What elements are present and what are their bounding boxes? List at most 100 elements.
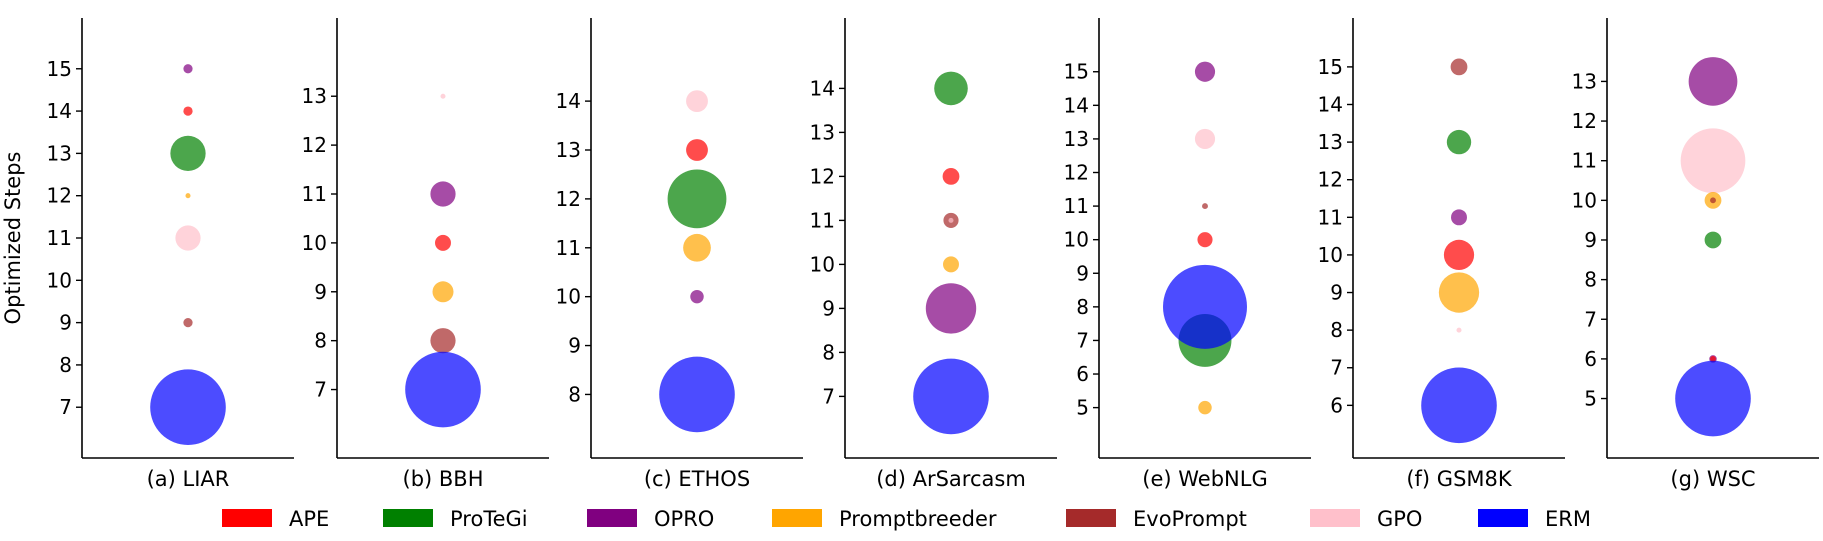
bubble-protegi — [1446, 129, 1472, 155]
bubble-erm — [1421, 367, 1497, 444]
legend-item-protegi: ProTeGi — [383, 507, 528, 531]
bubble-opro — [925, 283, 977, 334]
legend-item-promptbreeder: Promptbreeder — [772, 507, 997, 531]
y-tick-label: 9 — [568, 334, 581, 358]
bubble-opro — [690, 289, 704, 304]
y-tick-label: 15 — [1064, 60, 1089, 84]
y-tick-label: 13 — [1572, 69, 1597, 93]
y-tick-label: 13 — [47, 141, 72, 165]
bubble-erm — [659, 356, 735, 433]
y-tick-label: 12 — [1064, 161, 1089, 185]
y-tick-label: 6 — [1584, 347, 1597, 371]
y-tick-label: 10 — [302, 231, 327, 255]
y-tick-label: 6 — [1330, 393, 1343, 417]
y-tick-label: 12 — [810, 164, 835, 188]
bubble-ape — [1443, 239, 1475, 271]
bubble-gpo — [1456, 327, 1462, 333]
y-tick-label: 13 — [302, 84, 327, 108]
y-tick-label: 10 — [1318, 243, 1343, 267]
y-tick-label: 14 — [1064, 93, 1089, 117]
legend-label: ERM — [1545, 507, 1591, 531]
panel-title: (a) LIAR — [147, 467, 230, 491]
legend-label: EvoPrompt — [1133, 507, 1247, 531]
panel-title: (b) BBH — [403, 467, 484, 491]
panel-title: (g) WSC — [1670, 467, 1755, 491]
y-tick-label: 8 — [822, 340, 835, 364]
panel-title: (f) GSM8K — [1406, 467, 1513, 491]
y-tick-label: 13 — [1064, 127, 1089, 151]
panel-2: 7 8 9 10 11 12 13 (b) BBH — [302, 18, 549, 491]
bubble-gpo — [440, 93, 446, 99]
bubble-ape — [686, 139, 708, 161]
legend-item-opro: OPRO — [587, 507, 714, 531]
bubble-opro — [183, 64, 193, 74]
y-axis-label: Optimized Steps — [1, 152, 25, 325]
bubble-gpo — [175, 225, 201, 251]
y-tick-label: 14 — [1318, 92, 1343, 116]
bubble-gpo — [1680, 128, 1746, 194]
y-tick-label: 5 — [1076, 396, 1089, 420]
bubble-promptbreeder — [1198, 400, 1212, 415]
y-tick-label: 15 — [47, 57, 72, 81]
legend-label: GPO — [1377, 507, 1422, 531]
panel-title: (d) ArSarcasm — [876, 467, 1026, 491]
y-tick-label: 12 — [47, 184, 72, 208]
y-tick-label: 11 — [1318, 205, 1343, 229]
legend-swatch — [1478, 509, 1528, 527]
bubble-opro — [430, 181, 456, 207]
bubble-erm — [405, 351, 481, 428]
bubble-protegi — [1704, 231, 1722, 249]
legend-label: Promptbreeder — [839, 507, 997, 531]
y-tick-label: 13 — [1318, 130, 1343, 154]
y-tick-label: 12 — [1318, 168, 1343, 192]
y-tick-label: 12 — [302, 133, 327, 157]
bubble-ape — [942, 168, 960, 185]
bubble-promptbreeder — [683, 233, 711, 262]
legend-item-ape: APE — [222, 507, 329, 531]
legend-swatch — [383, 509, 433, 527]
panel-1: 7 8 9 10 11 12 13 14 15 (a) LIAR — [47, 18, 294, 491]
y-tick-label: 9 — [59, 311, 72, 335]
y-tick-label: 8 — [314, 329, 327, 353]
legend-label: OPRO — [654, 507, 714, 531]
bubble-ape — [183, 106, 193, 116]
panel-7: 5 6 7 8 9 10 11 12 13 (g) WSC — [1572, 18, 1819, 491]
bubble-ape — [1710, 355, 1716, 362]
y-tick-label: 13 — [556, 138, 581, 162]
y-tick-label: 9 — [1330, 281, 1343, 305]
bubble-protegi — [667, 169, 727, 229]
y-tick-label: 6 — [1076, 362, 1089, 386]
y-tick-label: 12 — [1572, 109, 1597, 133]
bubble-erm — [1675, 360, 1751, 437]
chart-legend: APE ProTeGi OPRO Promptbreeder EvoPrompt GPO E… — [222, 507, 1591, 531]
bubble-evoprompt — [1710, 197, 1716, 204]
bubble-protegi — [170, 135, 206, 172]
y-tick-label: 14 — [47, 99, 72, 123]
legend-item-evoprompt: EvoPrompt — [1066, 507, 1247, 531]
y-tick-label: 11 — [810, 208, 835, 232]
bubble-gpo — [1194, 128, 1216, 149]
bubble-promptbreeder — [1438, 272, 1480, 313]
bubble-gpo — [686, 90, 708, 113]
bubble-evoprompt — [1202, 203, 1208, 210]
bubble-opro — [1451, 209, 1467, 226]
y-tick-label: 7 — [822, 384, 835, 408]
legend-item-erm: ERM — [1478, 507, 1591, 531]
bubble-gpo — [948, 217, 954, 223]
legend-item-gpo: GPO — [1310, 507, 1422, 531]
bubble-promptbreeder — [432, 281, 454, 303]
y-tick-label: 7 — [1584, 307, 1597, 331]
y-tick-label: 11 — [302, 182, 327, 206]
y-tick-label: 11 — [556, 236, 581, 260]
y-tick-label: 7 — [1076, 328, 1089, 352]
panel-4: 7 8 9 10 11 12 13 14 (d) ArSarcasm — [810, 18, 1057, 491]
y-tick-label: 10 — [556, 285, 581, 309]
y-tick-label: 8 — [59, 353, 72, 377]
bubble-evoprompt — [1450, 58, 1468, 76]
y-tick-label: 14 — [556, 89, 581, 113]
bubble-evoprompt — [183, 317, 193, 328]
bubble-promptbreeder — [943, 256, 959, 273]
y-tick-label: 9 — [314, 280, 327, 304]
y-tick-label: 8 — [1076, 295, 1089, 319]
y-tick-label: 9 — [1584, 228, 1597, 252]
